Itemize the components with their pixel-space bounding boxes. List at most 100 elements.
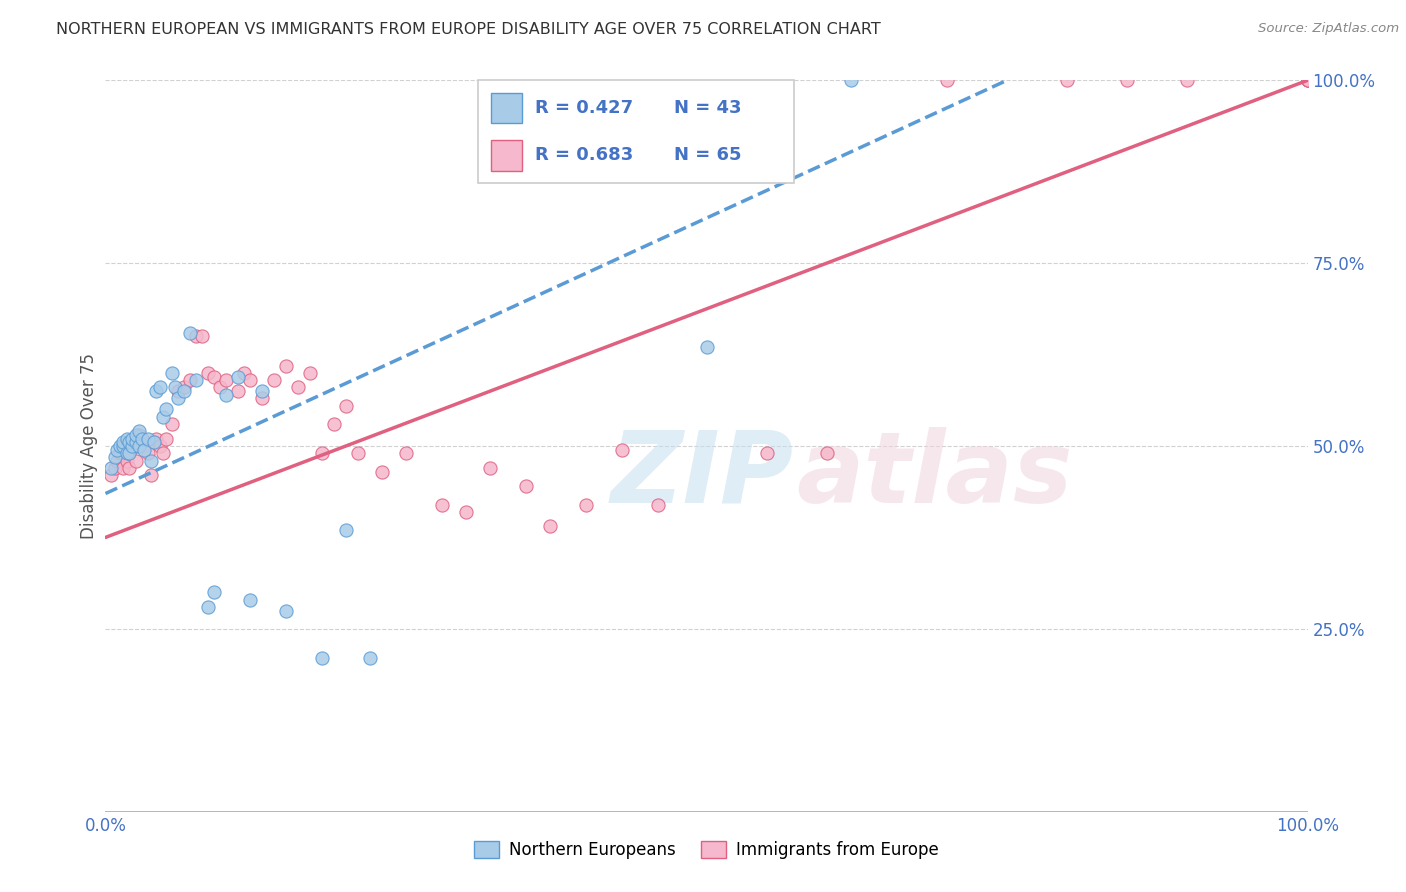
Point (152, 409, 174, 424)
Point (1296, 73, 1319, 87)
Point (197, 366, 219, 380)
Point (298, 366, 321, 380)
Point (118, 446, 141, 460)
Point (839, 73, 862, 87)
Point (322, 417, 344, 431)
Point (214, 373, 236, 387)
Text: N = 43: N = 43 (675, 99, 742, 117)
Point (104, 450, 127, 464)
Point (115, 446, 138, 460)
Point (132, 442, 155, 457)
Text: Source: ZipAtlas.com: Source: ZipAtlas.com (1258, 22, 1399, 36)
Point (287, 380, 309, 394)
Point (107, 442, 129, 457)
Point (136, 446, 159, 460)
Point (128, 425, 150, 439)
Point (132, 439, 155, 453)
Point (107, 453, 129, 467)
Point (359, 651, 381, 665)
Point (131, 432, 153, 446)
Point (263, 373, 285, 387)
Point (755, 446, 778, 460)
Point (184, 329, 207, 343)
Point (1296, 73, 1319, 87)
Point (371, 465, 394, 479)
Point (311, 651, 333, 665)
Point (118, 435, 141, 450)
Point (160, 366, 183, 380)
Point (121, 432, 143, 446)
Point (112, 461, 135, 475)
Legend: Northern Europeans, Immigrants from Europe: Northern Europeans, Immigrants from Euro… (468, 834, 945, 865)
Point (128, 428, 150, 442)
FancyBboxPatch shape (478, 80, 794, 183)
Point (145, 432, 167, 446)
Point (479, 461, 502, 475)
Point (311, 446, 333, 460)
Point (815, 446, 838, 460)
Point (155, 402, 177, 417)
Point (131, 432, 153, 446)
Point (335, 523, 357, 537)
Point (118, 461, 141, 475)
Point (115, 439, 138, 453)
Point (1175, 73, 1198, 87)
Point (124, 435, 146, 450)
Point (173, 384, 195, 399)
FancyBboxPatch shape (491, 93, 523, 123)
Point (430, 498, 453, 512)
Point (100, 468, 122, 483)
Point (202, 369, 225, 384)
Point (173, 380, 195, 394)
Point (108, 439, 131, 453)
Text: NORTHERN EUROPEAN VS IMMIGRANTS FROM EUROPE DISABILITY AGE OVER 75 CORRELATION C: NORTHERN EUROPEAN VS IMMIGRANTS FROM EUR… (56, 22, 882, 37)
Point (115, 453, 138, 467)
Point (112, 446, 135, 460)
Point (166, 392, 188, 406)
Point (274, 359, 297, 373)
Point (108, 446, 131, 460)
Point (936, 73, 959, 87)
Point (139, 468, 162, 483)
Point (124, 453, 146, 467)
Point (197, 599, 219, 614)
Point (696, 340, 718, 354)
Point (124, 439, 146, 453)
Point (190, 329, 212, 343)
Point (100, 461, 122, 475)
FancyBboxPatch shape (491, 140, 523, 170)
Point (1296, 73, 1319, 87)
Point (142, 435, 165, 450)
Point (139, 453, 162, 467)
Point (250, 384, 273, 399)
Point (575, 498, 598, 512)
Point (145, 384, 167, 399)
Text: N = 65: N = 65 (675, 146, 742, 164)
Point (250, 392, 273, 406)
Text: R = 0.683: R = 0.683 (536, 146, 633, 164)
Point (1056, 73, 1078, 87)
Point (208, 380, 231, 394)
Point (395, 446, 418, 460)
Point (155, 432, 177, 446)
Point (226, 369, 249, 384)
Point (165, 380, 187, 394)
Point (538, 519, 561, 533)
Point (647, 498, 669, 512)
Point (239, 592, 262, 607)
Point (148, 380, 170, 394)
Point (232, 366, 254, 380)
Point (121, 439, 143, 453)
Point (121, 435, 143, 450)
Point (454, 505, 477, 519)
Point (179, 373, 201, 387)
Point (1296, 73, 1319, 87)
Text: ZIP: ZIP (610, 426, 793, 524)
Point (274, 603, 297, 617)
Point (239, 373, 262, 387)
Point (124, 428, 146, 442)
Point (515, 479, 537, 493)
Point (152, 446, 174, 460)
Point (115, 432, 138, 446)
Point (335, 399, 357, 413)
